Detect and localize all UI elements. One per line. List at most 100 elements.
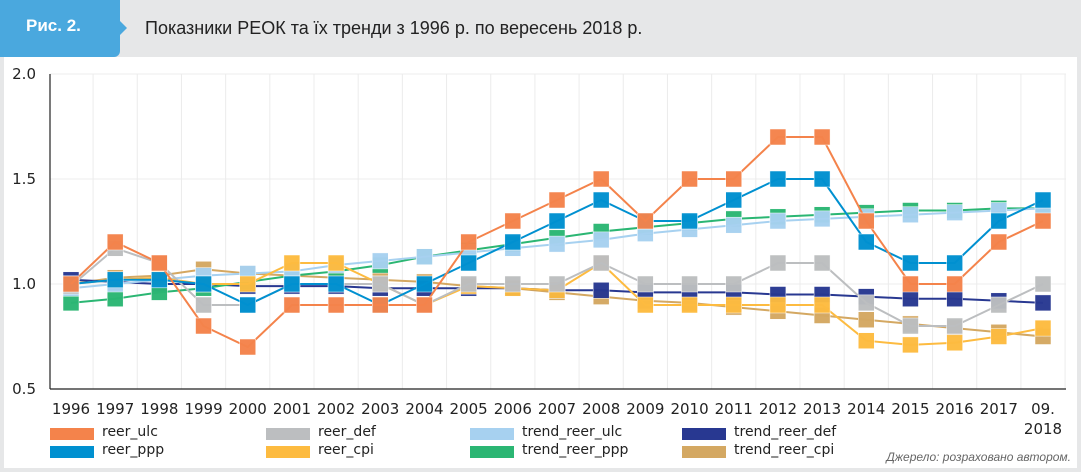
legend-swatch-reer_cpi — [266, 446, 310, 458]
point-reer_ppp — [946, 254, 963, 272]
point-reer_ppp — [416, 275, 433, 293]
point-reer_ulc — [769, 128, 787, 146]
x-tick-label: 2001 — [273, 400, 311, 418]
point-reer_cpi — [946, 334, 963, 352]
point-reer_def — [858, 294, 875, 312]
point-reer_ppp — [460, 254, 477, 272]
point-reer_ppp — [504, 233, 522, 251]
point-reer_def — [681, 275, 698, 293]
legend-swatch-trend_reer_ppp — [470, 446, 514, 458]
source-note: Джерело: розраховано автором. — [886, 450, 1071, 464]
legend-swatch-trend_reer_ulc — [470, 428, 514, 440]
legend-label-trend_reer_def: trend_reer_def — [734, 424, 837, 440]
point-reer_ulc — [151, 254, 168, 272]
y-tick-label: 1.5 — [12, 170, 36, 188]
point-reer_def — [372, 275, 389, 293]
point-trend_reer_ulc — [769, 212, 787, 230]
point-reer_def — [769, 254, 787, 272]
legend-label-trend_reer_cpi: trend_reer_cpi — [734, 442, 835, 458]
chart-panel — [4, 57, 1077, 468]
point-reer_ulc — [946, 275, 963, 293]
point-trend_reer_ulc — [725, 216, 742, 234]
point-reer_ppp — [1034, 191, 1052, 209]
point-reer_cpi — [902, 336, 919, 354]
x-tick-label: 2010 — [670, 400, 708, 418]
legend-label-trend_reer_ulc: trend_reer_ulc — [522, 424, 623, 440]
point-reer_cpi — [858, 332, 875, 349]
point-trend_reer_def — [946, 290, 963, 307]
point-reer_ulc — [239, 338, 256, 356]
point-reer_ulc — [637, 212, 654, 230]
point-reer_cpi — [769, 296, 787, 314]
x-tick-label: 1998 — [140, 400, 178, 418]
point-reer_def — [504, 275, 522, 293]
point-reer_ulc — [62, 275, 80, 293]
point-reer_ulc — [858, 212, 875, 230]
y-tick-label: 2.0 — [12, 65, 36, 83]
point-reer_def — [813, 254, 831, 272]
point-reer_cpi — [327, 254, 345, 272]
point-trend_reer_ulc — [548, 235, 566, 253]
y-tick-label: 0.5 — [12, 380, 36, 398]
x-tick-label: 2007 — [538, 400, 576, 418]
legend-label-reer_ppp: reer_ppp — [102, 442, 165, 458]
point-trend_reer_def — [1034, 294, 1052, 312]
x-tick-label: 2012 — [759, 400, 797, 418]
x-tick-label: 1999 — [184, 400, 222, 418]
x-tick-label: 2018 — [1024, 420, 1062, 438]
point-reer_ppp — [283, 275, 301, 293]
point-trend_reer_ulc — [592, 231, 610, 249]
point-reer_ppp — [239, 296, 256, 314]
x-tick-label: 2003 — [361, 400, 399, 418]
legend-label-reer_ulc: reer_ulc — [102, 424, 158, 440]
point-reer_ulc — [327, 296, 345, 314]
point-reer_ulc — [416, 296, 433, 314]
point-reer_def — [990, 296, 1008, 314]
legend-swatch-reer_ulc — [50, 428, 94, 440]
x-tick-label: 2006 — [494, 400, 532, 418]
legend-swatch-trend_reer_def — [682, 428, 726, 440]
point-reer_ulc — [504, 212, 522, 230]
point-reer_ulc — [725, 170, 742, 188]
x-tick-label: 2005 — [450, 400, 488, 418]
point-reer_ulc — [902, 275, 919, 293]
legend-label-trend_reer_ppp: trend_reer_ppp — [522, 442, 629, 458]
y-tick-label: 1.0 — [12, 275, 36, 293]
point-reer_ulc — [681, 170, 698, 188]
point-reer_def — [637, 275, 654, 293]
point-trend_reer_ulc — [416, 248, 433, 265]
point-reer_def — [725, 275, 742, 293]
point-reer_ppp — [592, 191, 610, 209]
point-reer_cpi — [239, 275, 256, 293]
legend-swatch-reer_def — [266, 428, 310, 440]
x-tick-label: 2002 — [317, 400, 355, 418]
point-trend_reer_ppp — [62, 294, 80, 312]
x-tick-label: 2004 — [405, 400, 443, 418]
point-reer_ppp — [327, 275, 345, 293]
point-reer_ulc — [106, 233, 124, 251]
point-reer_ulc — [548, 191, 566, 209]
point-reer_ppp — [902, 254, 919, 272]
point-reer_ulc — [813, 128, 831, 146]
point-reer_ulc — [1034, 212, 1052, 230]
x-tick-label: 2017 — [980, 400, 1018, 418]
figure-badge: Рис. 2. — [0, 0, 127, 57]
legend-swatch-reer_ppp — [50, 446, 94, 458]
point-reer_ppp — [813, 170, 831, 188]
point-reer_ppp — [151, 271, 168, 289]
point-reer_def — [548, 275, 566, 293]
point-trend_reer_ppp — [106, 290, 124, 307]
point-reer_cpi — [813, 296, 831, 314]
point-reer_ulc — [195, 317, 212, 335]
x-tick-label: 2016 — [936, 400, 974, 418]
point-trend_reer_ulc — [946, 204, 963, 221]
point-trend_reer_def — [592, 282, 610, 299]
point-reer_cpi — [681, 296, 698, 314]
point-reer_ppp — [990, 212, 1008, 230]
point-reer_cpi — [1034, 319, 1052, 337]
x-tick-label: 2011 — [715, 400, 753, 418]
x-tick-label: 2015 — [891, 400, 929, 418]
point-trend_reer_ulc — [902, 206, 919, 223]
figure-title: Показники РЕОК та їх тренди з 1996 р. по… — [145, 18, 643, 38]
